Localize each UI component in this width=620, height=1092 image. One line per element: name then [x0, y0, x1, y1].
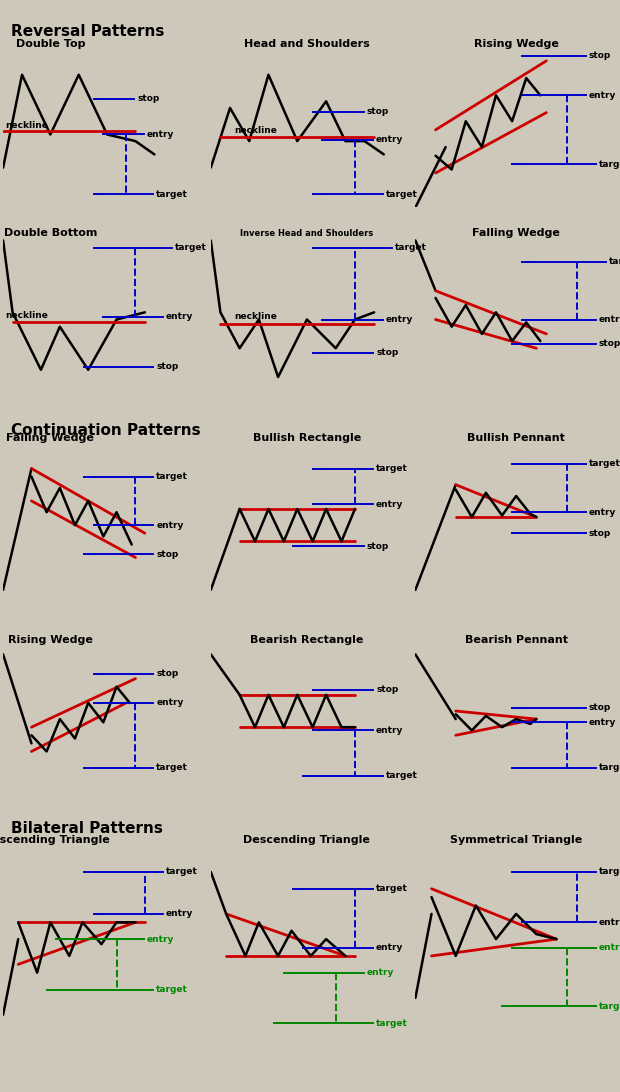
- Text: entry: entry: [376, 500, 404, 509]
- Text: target: target: [175, 244, 207, 252]
- Text: stop: stop: [366, 107, 389, 117]
- Text: target: target: [396, 244, 427, 252]
- Text: Double Top: Double Top: [16, 39, 85, 49]
- Text: entry: entry: [147, 935, 174, 943]
- Text: stop: stop: [589, 51, 611, 60]
- Text: target: target: [156, 763, 188, 772]
- Text: entry: entry: [589, 91, 616, 99]
- Text: target: target: [386, 190, 418, 199]
- Text: Bearish Pennant: Bearish Pennant: [464, 634, 568, 644]
- Text: Symmetrical Triangle: Symmetrical Triangle: [450, 835, 582, 845]
- Text: stop: stop: [156, 669, 179, 678]
- Text: Reversal Patterns: Reversal Patterns: [11, 24, 164, 39]
- Text: target: target: [166, 867, 198, 877]
- Text: target: target: [599, 1001, 620, 1011]
- Text: Descending Triangle: Descending Triangle: [244, 835, 370, 845]
- Text: entry: entry: [366, 969, 394, 977]
- Text: Falling Wedge: Falling Wedge: [472, 228, 560, 238]
- Text: Rising Wedge: Rising Wedge: [8, 634, 93, 644]
- Text: Double Bottom: Double Bottom: [4, 228, 97, 238]
- Text: target: target: [376, 1019, 408, 1028]
- Text: entry: entry: [589, 717, 616, 727]
- Text: target: target: [376, 885, 408, 893]
- Text: stop: stop: [589, 703, 611, 712]
- Text: target: target: [599, 159, 620, 169]
- Text: stop: stop: [376, 348, 398, 357]
- Text: Bullish Pennant: Bullish Pennant: [467, 432, 565, 442]
- Text: target: target: [156, 985, 188, 994]
- Text: stop: stop: [366, 542, 389, 550]
- Text: entry: entry: [376, 943, 404, 952]
- Text: entry: entry: [376, 135, 404, 144]
- Text: stop: stop: [376, 686, 398, 695]
- Text: target: target: [156, 472, 188, 482]
- Text: stop: stop: [589, 529, 611, 537]
- Text: neckline: neckline: [234, 126, 277, 135]
- Text: stop: stop: [156, 363, 179, 371]
- Text: target: target: [599, 763, 620, 772]
- Text: Falling Wedge: Falling Wedge: [6, 432, 94, 442]
- Text: stop: stop: [599, 340, 620, 348]
- Text: Bullish Rectangle: Bullish Rectangle: [253, 432, 361, 442]
- Text: Bearish Rectangle: Bearish Rectangle: [250, 634, 363, 644]
- Text: target: target: [156, 190, 188, 199]
- Text: neckline: neckline: [5, 121, 48, 130]
- Text: entry: entry: [386, 314, 413, 324]
- Text: target: target: [589, 459, 620, 468]
- Text: entry: entry: [599, 943, 620, 952]
- Text: entry: entry: [166, 312, 193, 321]
- Text: entry: entry: [166, 910, 193, 918]
- Text: entry: entry: [599, 917, 620, 927]
- Text: Continuation Patterns: Continuation Patterns: [11, 423, 201, 438]
- Text: neckline: neckline: [234, 312, 277, 321]
- Text: entry: entry: [147, 130, 174, 139]
- Text: target: target: [386, 771, 418, 780]
- Text: entry: entry: [156, 521, 184, 530]
- Text: entry: entry: [589, 508, 616, 517]
- Text: stop: stop: [156, 549, 179, 559]
- Text: stop: stop: [138, 94, 159, 103]
- Text: entry: entry: [376, 726, 404, 735]
- Text: Head and Shoulders: Head and Shoulders: [244, 39, 370, 49]
- Text: Rising Wedge: Rising Wedge: [474, 38, 559, 48]
- Text: target: target: [609, 258, 620, 266]
- Text: target: target: [376, 464, 408, 473]
- Text: neckline: neckline: [5, 311, 48, 320]
- Text: entry: entry: [156, 699, 184, 708]
- Text: Inverse Head and Shoulders: Inverse Head and Shoulders: [241, 228, 373, 238]
- Text: Bilateral Patterns: Bilateral Patterns: [11, 821, 163, 836]
- Text: Ascending Triangle: Ascending Triangle: [0, 835, 110, 845]
- Text: target: target: [599, 867, 620, 877]
- Text: entry: entry: [599, 314, 620, 324]
